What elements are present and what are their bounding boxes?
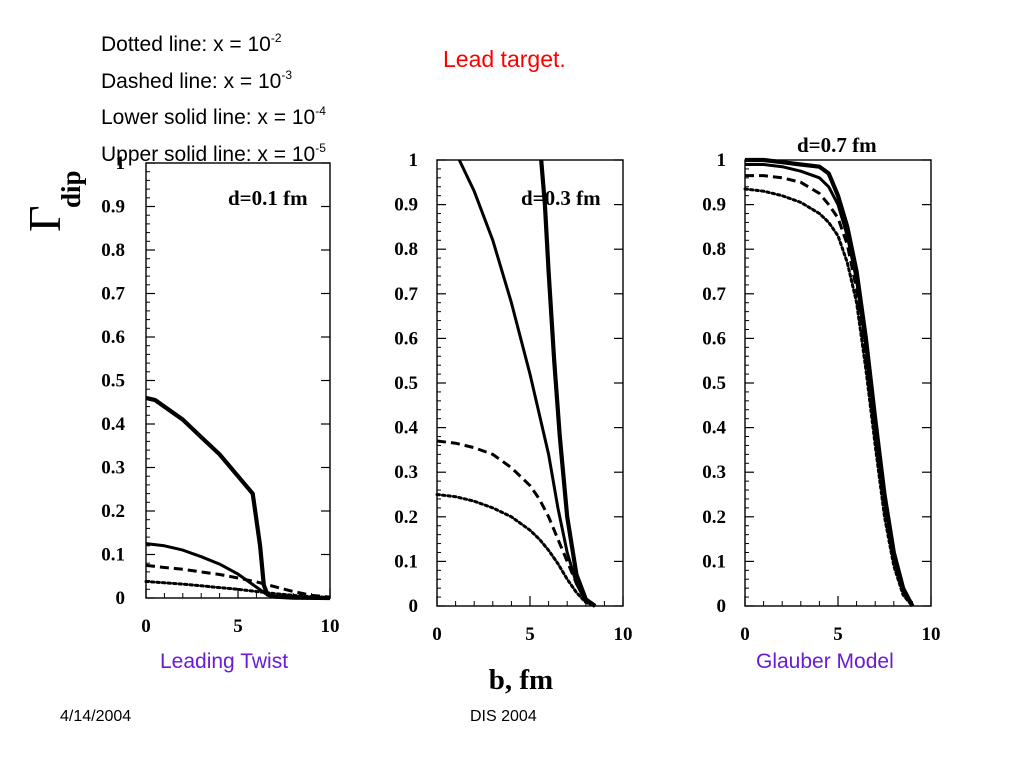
y-tick-label: 0.5 [702, 373, 726, 394]
y-tick-label: 0.6 [702, 328, 726, 349]
y-tick-label: 0.4 [394, 418, 418, 439]
series-line-dashed [145, 563, 331, 599]
x-tick-label: 0 [141, 616, 151, 637]
legend-dotted: Dotted line: x = 10-2 [101, 31, 282, 56]
y-tick-label: 0.3 [394, 462, 418, 483]
panel-3-frame [744, 159, 932, 607]
y-tick-label: 0.5 [101, 371, 125, 392]
series-line-solid-thick [539, 159, 597, 608]
y-axis-label-subscript: dip [56, 170, 86, 208]
panel-label: d=0.3 fm [521, 186, 601, 210]
series-line-solid [745, 163, 914, 607]
y-tick-label: 0.2 [101, 501, 125, 522]
series-line-solid [457, 159, 596, 608]
y-tick-label: 0.1 [702, 551, 726, 572]
series-line-solid-thick [745, 157, 915, 607]
y-tick-label: 0.8 [702, 239, 726, 260]
y-tick-label: 0.7 [101, 284, 125, 305]
x-tick-label: 10 [922, 624, 941, 645]
y-tick-label: 0.6 [394, 328, 418, 349]
x-tick-label: 10 [321, 616, 340, 637]
y-tick-label: 0.4 [702, 418, 726, 439]
legend-dashed: Dashed line: x = 10-3 [101, 67, 293, 93]
legend-upper-solid: Upper solid line: x = 10-5 [101, 140, 326, 166]
series-line-dotted [144, 580, 332, 600]
y-tick-label: 1 [717, 150, 727, 171]
y-tick-label: 0.7 [394, 284, 418, 305]
y-tick-label: 0 [717, 596, 727, 617]
y-tick-label: 0.9 [101, 197, 125, 218]
panel-1-frame [145, 162, 331, 599]
y-tick-label: 0.9 [702, 195, 726, 216]
series-line-dashed [745, 174, 914, 607]
panel-label: d=0.1 fm [228, 186, 308, 210]
panel-label: d=0.7 fm [797, 133, 877, 157]
caption-leading-twist: Leading Twist [160, 650, 289, 673]
panel-2-frame [436, 159, 624, 607]
legend-lower-solid: Lower solid line: x = 10-4 [101, 104, 326, 129]
series-line-solid-thick [145, 395, 331, 601]
y-axis-label: Γ [19, 205, 70, 232]
x-tick-label: 0 [432, 624, 442, 645]
y-tick-label: 0.1 [394, 551, 418, 572]
caption-glauber-model: Glauber Model [756, 650, 894, 673]
y-tick-label: 0.8 [101, 240, 125, 261]
y-tick-label: 0.4 [101, 414, 125, 435]
slide-title: Lead target. [443, 46, 566, 72]
y-tick-label: 0.1 [101, 545, 125, 566]
y-tick-label: 0.9 [394, 195, 418, 216]
y-tick-label: 0.3 [101, 458, 125, 479]
y-tick-label: 0 [409, 596, 419, 617]
x-tick-label: 5 [833, 624, 843, 645]
x-tick-label: 5 [525, 624, 535, 645]
series-line-dotted [435, 493, 597, 608]
y-tick-label: 0 [116, 588, 126, 609]
series-line-dotted [743, 187, 914, 608]
series-line-dashed [436, 439, 596, 608]
y-tick-label: 0.7 [702, 284, 726, 305]
x-axis-label: b, fm [489, 664, 553, 696]
y-tick-label: 0.6 [101, 327, 125, 348]
y-tick-label: 0.2 [702, 507, 726, 528]
footer-event: DIS 2004 [470, 708, 537, 725]
series-line-solid [145, 542, 331, 600]
line-style-legend: Dotted line: x = 10-2 Dashed line: x = 1… [101, 24, 326, 170]
y-tick-label: 0.8 [394, 239, 418, 260]
x-tick-label: 0 [740, 624, 750, 645]
y-tick-label: 1 [116, 153, 126, 174]
y-tick-label: 0.3 [702, 462, 726, 483]
y-tick-label: 0.2 [394, 507, 418, 528]
y-tick-label: 1 [409, 150, 419, 171]
x-tick-label: 5 [233, 616, 243, 637]
x-tick-label: 10 [614, 624, 633, 645]
y-tick-label: 0.5 [394, 373, 418, 394]
footer-date: 4/14/2004 [60, 708, 132, 725]
